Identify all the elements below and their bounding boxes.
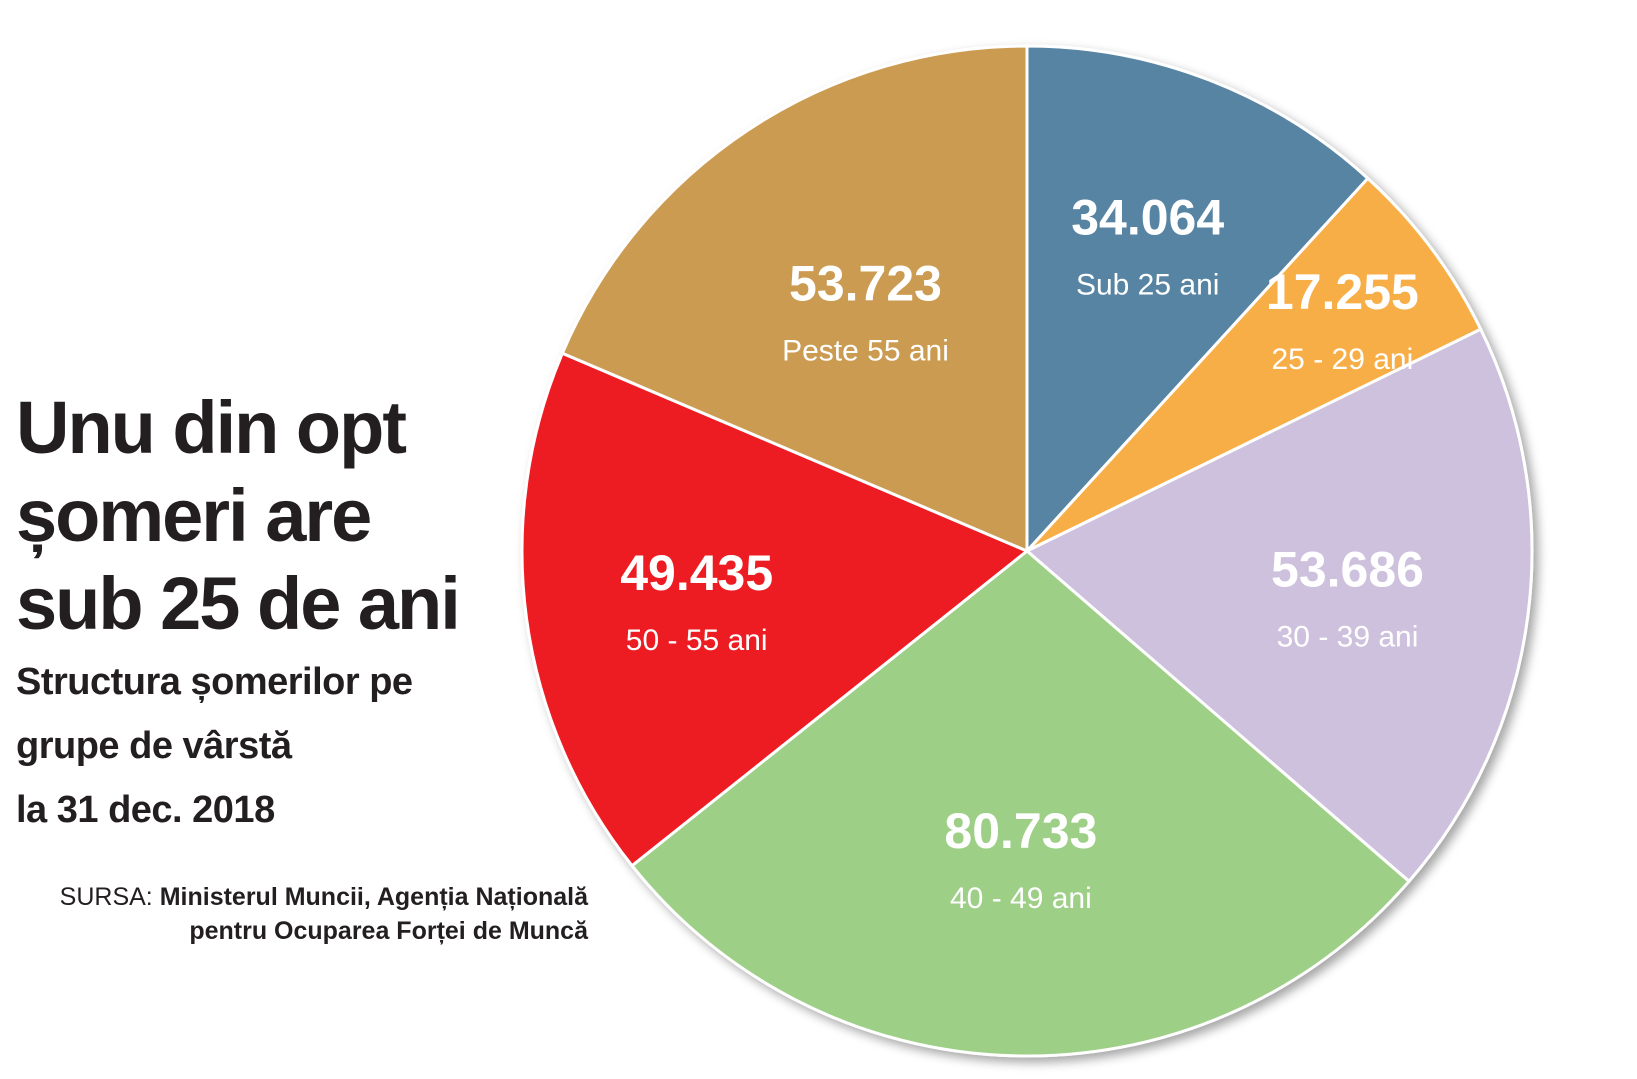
slice-category-label: Peste 55 ani: [782, 335, 949, 368]
pie-slices: [520, 44, 1534, 1058]
source-note: SURSA: Ministerul Muncii, Agenția Națion…: [20, 880, 588, 948]
title-line: Unu din opt: [16, 386, 407, 469]
pie-labels: 34.064 Sub 25 ani 17.255 25 - 29 ani 53.686 3…: [620, 189, 1424, 915]
pie-slice: [629, 549, 1412, 1058]
slice-value-label: 49.435: [620, 545, 773, 601]
slice-value-label: 53.686: [1271, 542, 1424, 598]
slice-category-label: 50 - 55 ani: [626, 624, 768, 657]
subtitle-line: la 31 dec. 2018: [16, 789, 275, 831]
slice-category-label: 25 - 29 ani: [1272, 343, 1414, 376]
slice-value-label: 80.733: [944, 803, 1097, 859]
slice-category-label: 40 - 49 ani: [950, 882, 1092, 915]
pie-slice: [1025, 176, 1483, 553]
slice-value-label: 53.723: [789, 256, 942, 312]
pie-slice: [1024, 327, 1534, 884]
chart-subtitle: Structura șomerilor pe grupe de vârstă l…: [16, 650, 496, 842]
title-line: șomeri are: [16, 474, 372, 557]
title-line: sub 25 de ani: [16, 562, 461, 645]
chart-title: Unu din opt șomeri are sub 25 de ani: [16, 384, 486, 648]
slice-category-label: 30 - 39 ani: [1277, 621, 1419, 654]
source-label: SURSA:: [59, 883, 153, 911]
subtitle-line: Structura șomerilor pe: [16, 661, 413, 703]
pie-slice: [1025, 44, 1370, 555]
pie-slice: [560, 44, 1029, 554]
slice-value-label: 34.064: [1071, 189, 1224, 245]
source-line-2: pentru Ocuparea Forței de Muncă: [189, 917, 588, 945]
source-line-1: SURSA: Ministerul Muncii, Agenția Națion…: [20, 880, 588, 914]
subtitle-line: grupe de vârstă: [16, 725, 292, 767]
source-text: Ministerul Muncii, Agenția Națională: [159, 883, 588, 911]
pie-slice: [520, 351, 1030, 868]
slice-value-label: 17.255: [1266, 264, 1419, 320]
slice-category-label: Sub 25 ani: [1076, 268, 1219, 301]
